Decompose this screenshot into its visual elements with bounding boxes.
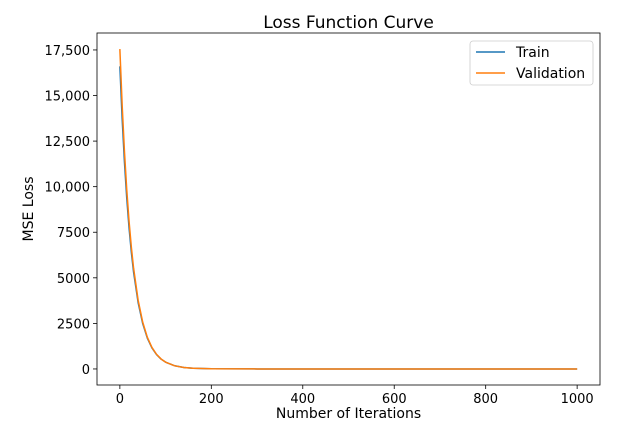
y-axis-label: MSE Loss — [21, 177, 37, 242]
y-tick-label: 12,500 — [45, 135, 91, 150]
x-axis-ticks: 0 200 400 600 800 1000 — [116, 385, 594, 407]
x-tick-label: 1000 — [561, 392, 594, 407]
series-lines — [119, 49, 578, 370]
x-axis-label: Number of Iterations — [276, 406, 421, 422]
x-tick-label: 600 — [382, 392, 407, 407]
legend-label-train: Train — [515, 45, 550, 61]
y-tick-label: 10,000 — [45, 181, 91, 196]
chart-title: Loss Function Curve — [263, 13, 434, 33]
series-line-validation — [119, 49, 578, 370]
series-line-train — [119, 66, 578, 370]
y-tick-label: 15,000 — [45, 90, 91, 105]
plot-frame — [96, 32, 601, 386]
legend-label-validation: Validation — [516, 66, 585, 82]
y-tick-label: 5000 — [57, 272, 90, 287]
y-axis-ticks: 0 2500 5000 7500 10,000 12,500 15,000 17,500 — [45, 44, 97, 378]
y-tick-label: 7500 — [57, 226, 90, 241]
legend: Train Validation — [469, 40, 594, 86]
x-tick-label: 800 — [473, 392, 498, 407]
y-tick-label: 2500 — [57, 317, 90, 332]
x-tick-label: 200 — [199, 392, 224, 407]
x-tick-label: 400 — [290, 392, 315, 407]
y-tick-label: 0 — [82, 363, 90, 378]
x-tick-label: 0 — [116, 392, 124, 407]
y-tick-label: 17,500 — [45, 44, 91, 59]
